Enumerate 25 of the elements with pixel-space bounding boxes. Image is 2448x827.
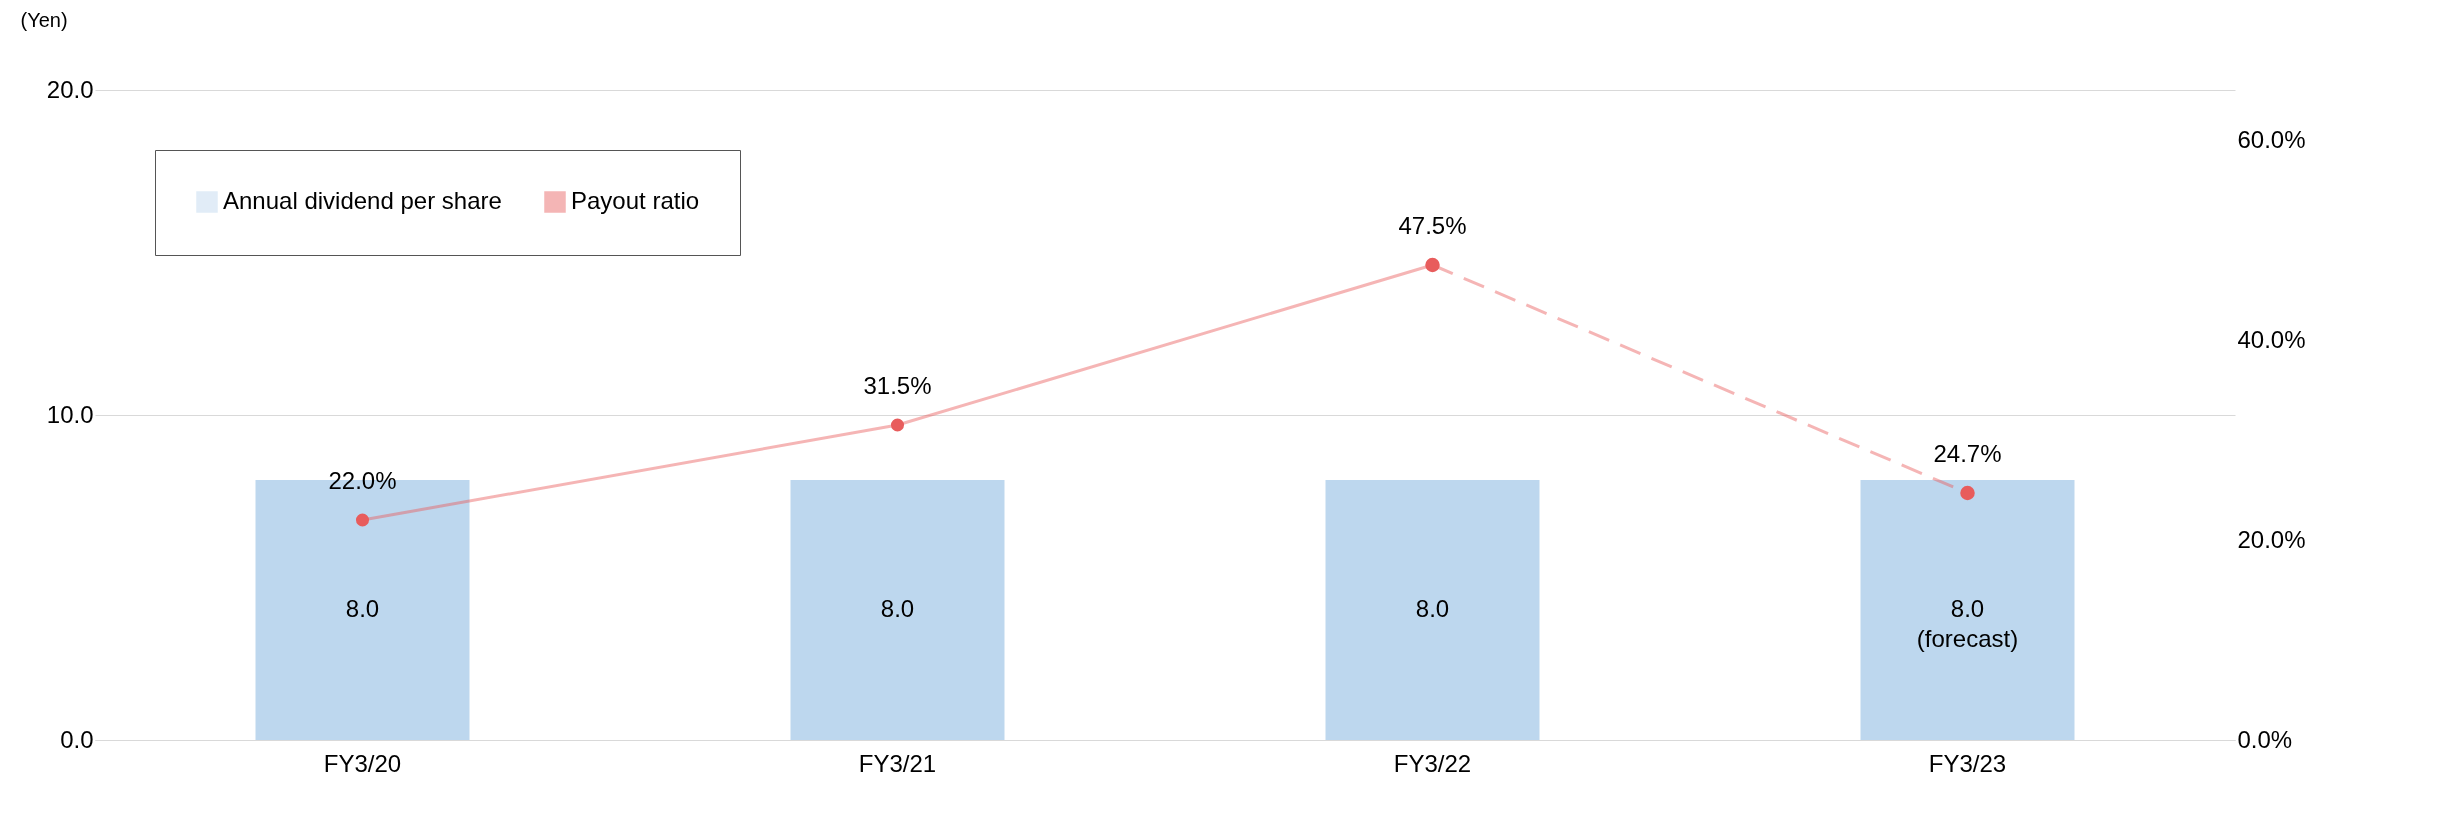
x-tick-label: FY3/23 bbox=[1928, 749, 2007, 777]
data-label: 8.0 bbox=[345, 595, 380, 622]
x-tick-label: FY3/20 bbox=[323, 749, 402, 777]
data-label: 22.0% bbox=[328, 467, 397, 494]
x-tick-label: FY3/21 bbox=[858, 749, 937, 777]
point bbox=[1960, 485, 1975, 501]
data-label: 8.0 bbox=[1415, 595, 1450, 622]
y-tick-label: 0.0 bbox=[60, 725, 94, 753]
x-tick-label: FY3/22 bbox=[1393, 749, 1472, 777]
point bbox=[355, 513, 370, 527]
y-axis-title: (Yen) bbox=[20, 8, 68, 31]
legend-label: Annual dividend per share bbox=[223, 187, 502, 214]
data-label: 8.0 (forecast) bbox=[1916, 595, 2019, 652]
data-label: 24.7% bbox=[1933, 440, 2002, 467]
y-tick-label: 20.0 bbox=[46, 75, 94, 103]
y2-tick-label: 0.0% bbox=[2237, 725, 2293, 753]
y2-tick-label: 60.0% bbox=[2237, 125, 2306, 153]
y2-tick-label: 40.0% bbox=[2237, 325, 2306, 353]
legend-label: Payout ratio bbox=[571, 187, 700, 214]
data-label: 47.5% bbox=[1398, 212, 1467, 239]
data-label: 8.0 bbox=[880, 595, 915, 622]
y-tick-label: 10.0 bbox=[46, 400, 94, 428]
data-label: 31.5% bbox=[863, 372, 932, 399]
y2-tick-label: 20.0% bbox=[2237, 525, 2306, 553]
point bbox=[890, 418, 905, 432]
